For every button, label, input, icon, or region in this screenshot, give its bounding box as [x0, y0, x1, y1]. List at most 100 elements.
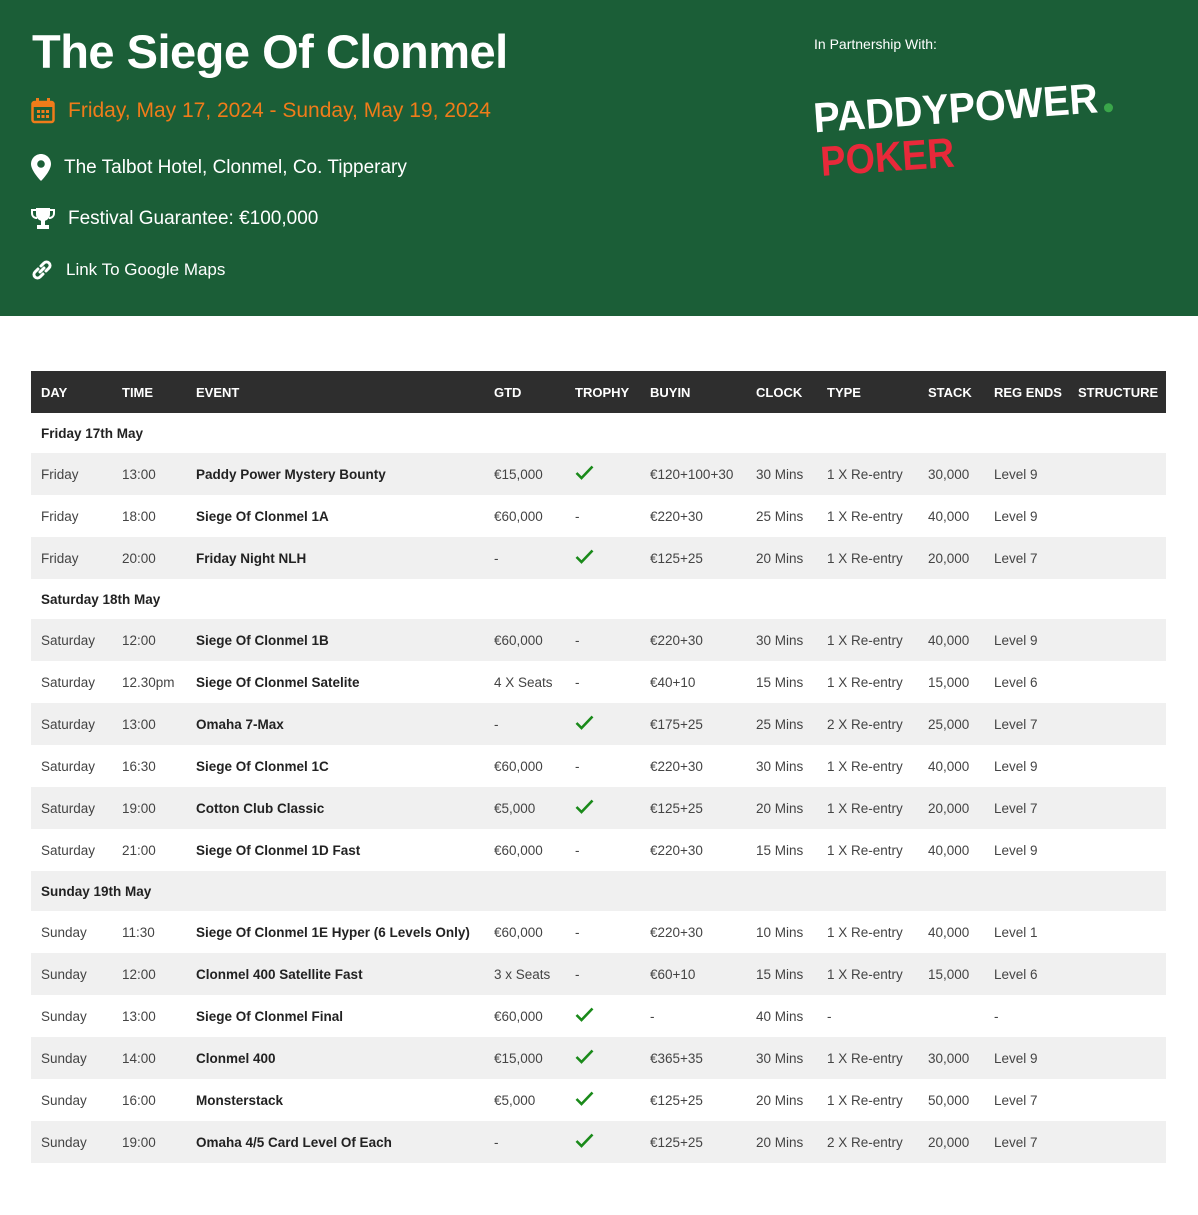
table-row: Friday 13:00 Paddy Power Mystery Bounty €15… — [31, 453, 1166, 495]
google-maps-link[interactable]: Link To Google Maps — [31, 259, 225, 281]
cell-gtd: €60,000 — [494, 632, 543, 648]
event-dates: Friday, May 17, 2024 - Sunday, May 19, 2… — [31, 98, 491, 124]
cell-event: Friday Night NLH — [196, 550, 307, 566]
cell-reg-ends: Level 7 — [994, 1092, 1038, 1108]
cell-gtd: €60,000 — [494, 1008, 543, 1024]
festival-guarantee: Festival Guarantee: €100,000 — [31, 208, 318, 230]
cell-day: Sunday — [41, 1134, 87, 1150]
cell-time: 14:00 — [122, 1050, 156, 1066]
cell-stack: 30,000 — [928, 466, 970, 482]
cell-trophy — [565, 537, 640, 579]
maps-link-text[interactable]: Link To Google Maps — [66, 260, 226, 279]
table-row: Sunday 16:00 Monsterstack €5,000 €125+25 20 M… — [31, 1079, 1166, 1121]
check-icon — [575, 465, 594, 480]
column-header-clock: CLOCK — [746, 371, 817, 413]
cell-day: Sunday — [41, 1092, 87, 1108]
cell-clock: 30 Mins — [756, 1050, 804, 1066]
cell-gtd: 4 X Seats — [494, 674, 553, 690]
page-title: The Siege Of Clonmel — [32, 25, 508, 78]
cell-clock: 30 Mins — [756, 632, 804, 648]
cell-event: Siege Of Clonmel Satelite — [196, 674, 360, 690]
cell-event: Omaha 4/5 Card Level Of Each — [196, 1134, 392, 1150]
cell-type: 1 X Re-entry — [827, 508, 903, 524]
cell-buyin: €365+35 — [650, 1050, 703, 1066]
cell-trophy: - — [575, 674, 580, 690]
cell-clock: 15 Mins — [756, 966, 804, 982]
schedule-table: DAY TIME EVENT GTD TROPHY BUYIN CLOCK TYPE STACK… — [31, 371, 1166, 1163]
cell-gtd: €15,000 — [494, 1050, 543, 1066]
cell-time: 13:00 — [122, 466, 156, 482]
cell-structure — [1068, 829, 1166, 871]
cell-trophy — [565, 453, 640, 495]
paddy-power-poker-logo: PADDYPOWER POKER — [812, 75, 1114, 180]
cell-reg-ends: Level 7 — [994, 550, 1038, 566]
cell-type: 1 X Re-entry — [827, 966, 903, 982]
link-icon — [32, 260, 52, 280]
cell-event: Siege Of Clonmel 1C — [196, 758, 329, 774]
partner-label: In Partnership With: — [814, 36, 937, 52]
cell-type: 1 X Re-entry — [827, 800, 903, 816]
cell-reg-ends: - — [994, 1008, 999, 1024]
cell-day: Saturday — [41, 674, 96, 690]
cell-time: 19:00 — [122, 1134, 156, 1150]
cell-buyin: - — [650, 1008, 655, 1024]
cell-type: 2 X Re-entry — [827, 1134, 903, 1150]
cell-stack: 40,000 — [928, 508, 970, 524]
day-group-label: Saturday 18th May — [41, 591, 161, 607]
cell-trophy — [565, 1121, 640, 1163]
cell-gtd: €60,000 — [494, 924, 543, 940]
cell-buyin: €175+25 — [650, 716, 703, 732]
cell-reg-ends: Level 6 — [994, 966, 1038, 982]
cell-gtd: €5,000 — [494, 800, 536, 816]
table-row: Sunday 13:00 Siege Of Clonmel Final €60,000… — [31, 995, 1166, 1037]
cell-stack: 40,000 — [928, 758, 970, 774]
column-header-buyin: BUYIN — [640, 371, 746, 413]
cell-buyin: €220+30 — [650, 924, 703, 940]
table-row: Friday 18:00 Siege Of Clonmel 1A €60,000 - €2… — [31, 495, 1166, 537]
cell-structure — [1068, 703, 1166, 745]
cell-day: Sunday — [41, 966, 87, 982]
cell-structure — [1068, 537, 1166, 579]
cell-stack: 25,000 — [928, 716, 970, 732]
cell-gtd: €5,000 — [494, 1092, 536, 1108]
cell-event: Clonmel 400 Satellite Fast — [196, 966, 363, 982]
cell-event: Siege Of Clonmel Final — [196, 1008, 344, 1024]
cell-trophy: - — [575, 508, 580, 524]
cell-buyin: €125+25 — [650, 550, 703, 566]
cell-event: Siege Of Clonmel 1E Hyper (6 Levels Only… — [196, 924, 470, 940]
cell-buyin: €125+25 — [650, 1134, 703, 1150]
cell-structure — [1068, 453, 1166, 495]
cell-gtd: - — [494, 1134, 499, 1150]
cell-event: Monsterstack — [196, 1092, 284, 1108]
column-header-structure: STRUCTURE — [1068, 371, 1166, 413]
column-header-day: DAY — [31, 371, 112, 413]
cell-event: Omaha 7-Max — [196, 716, 284, 732]
cell-clock: 25 Mins — [756, 716, 804, 732]
cell-reg-ends: Level 9 — [994, 842, 1038, 858]
cell-event: Cotton Club Classic — [196, 800, 325, 816]
cell-day: Saturday — [41, 716, 96, 732]
cell-day: Sunday — [41, 1050, 87, 1066]
table-row: Sunday 19:00 Omaha 4/5 Card Level Of Each -… — [31, 1121, 1166, 1163]
cell-gtd: €15,000 — [494, 466, 543, 482]
cell-clock: 20 Mins — [756, 1092, 804, 1108]
cell-clock: 20 Mins — [756, 800, 804, 816]
svg-text:PADDYPOWER: PADDYPOWER — [812, 75, 1099, 142]
trophy-icon — [31, 208, 55, 229]
cell-type: 1 X Re-entry — [827, 550, 903, 566]
check-icon — [575, 799, 594, 814]
cell-gtd: €60,000 — [494, 758, 543, 774]
cell-structure — [1068, 995, 1166, 1037]
cell-time: 12.30pm — [122, 674, 175, 690]
cell-trophy — [565, 995, 640, 1037]
cell-clock: 25 Mins — [756, 508, 804, 524]
cell-stack: 15,000 — [928, 966, 970, 982]
cell-buyin: €120+100+30 — [650, 466, 734, 482]
table-row: Saturday 12:00 Siege Of Clonmel 1B €60,000 -… — [31, 619, 1166, 661]
cell-trophy — [565, 1079, 640, 1121]
column-header-event: EVENT — [186, 371, 484, 413]
cell-gtd: - — [494, 716, 499, 732]
cell-clock: 20 Mins — [756, 1134, 804, 1150]
map-pin-icon — [31, 154, 51, 181]
cell-day: Saturday — [41, 632, 96, 648]
